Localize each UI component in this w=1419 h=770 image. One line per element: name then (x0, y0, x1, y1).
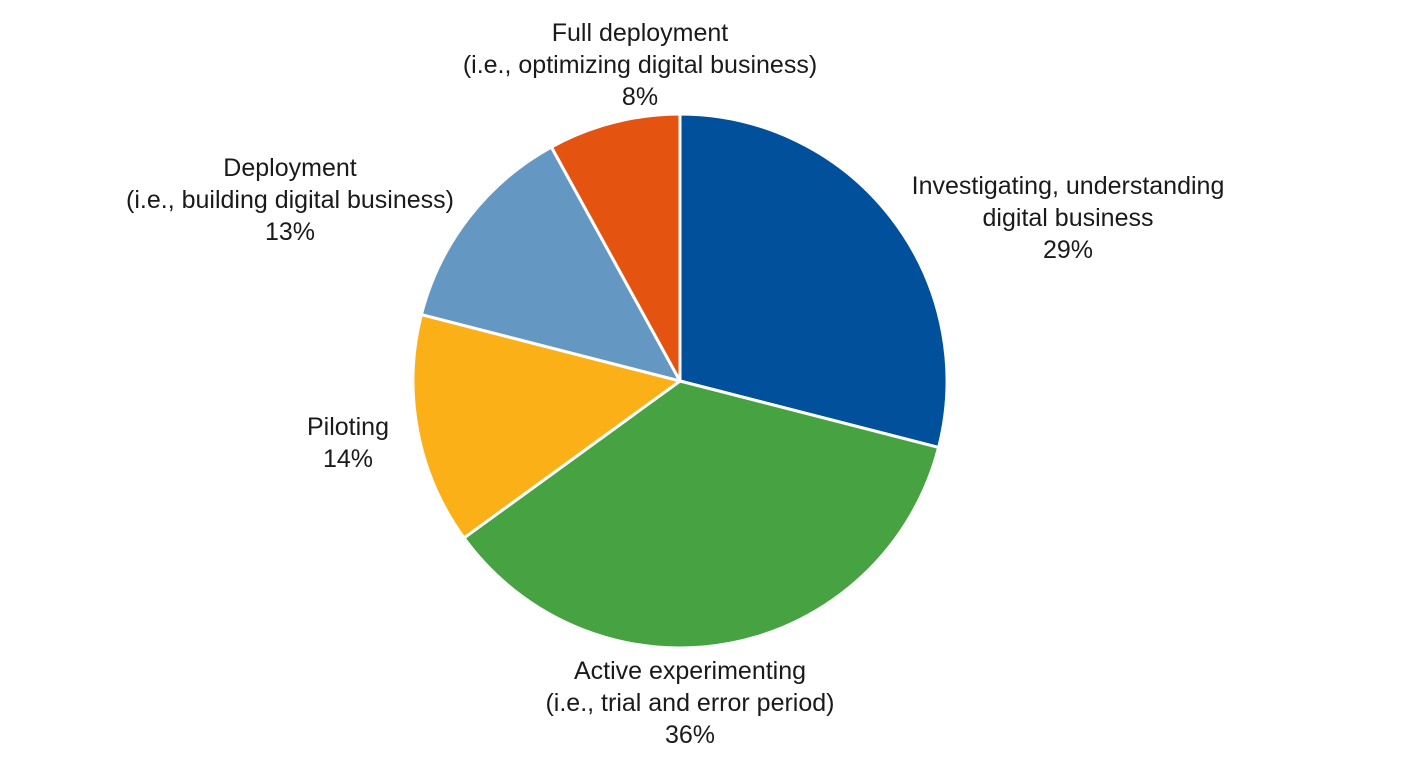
slice-value-label: 13% (265, 218, 315, 246)
pie-slices (411, 112, 949, 650)
slice-value-label: 36% (665, 721, 715, 749)
slice-value-label: 14% (323, 445, 373, 473)
pie-slice-3 (411, 312, 684, 541)
slice-value-label: 29% (1043, 236, 1093, 264)
slice-label-line: Investigating, understanding (912, 172, 1225, 200)
slice-label-line: Active experimenting (574, 657, 806, 685)
slice-label-line: Full deployment (552, 19, 729, 47)
slice-label-1: Investigating, understanding digital busi… (912, 172, 1225, 264)
pie-labels: Investigating, understanding digital busi… (126, 19, 1224, 749)
pie-slice-5 (549, 112, 682, 382)
pie-slice-4 (419, 144, 683, 384)
pie-slice-1 (678, 112, 949, 450)
slice-label-line: Deployment (223, 154, 356, 182)
slice-label-line: Piloting (307, 413, 389, 441)
slice-label-line: (i.e., optimizing digital business) (463, 51, 817, 79)
pie-slice-2 (461, 379, 941, 650)
slice-label-line: (i.e., building digital business) (126, 186, 454, 214)
slice-label-2: Active experimenting (i.e., trial and err… (545, 657, 834, 749)
slice-value-label: 8% (622, 83, 658, 111)
slice-label-5: Full deployment (i.e., optimizing digital… (463, 19, 817, 111)
slice-label-line: digital business (983, 204, 1154, 232)
slice-label-line: (i.e., trial and error period) (545, 689, 834, 717)
slice-label-4: Deployment (i.e., building digital busine… (126, 154, 454, 246)
slice-label-3: Piloting 14% (307, 413, 389, 473)
